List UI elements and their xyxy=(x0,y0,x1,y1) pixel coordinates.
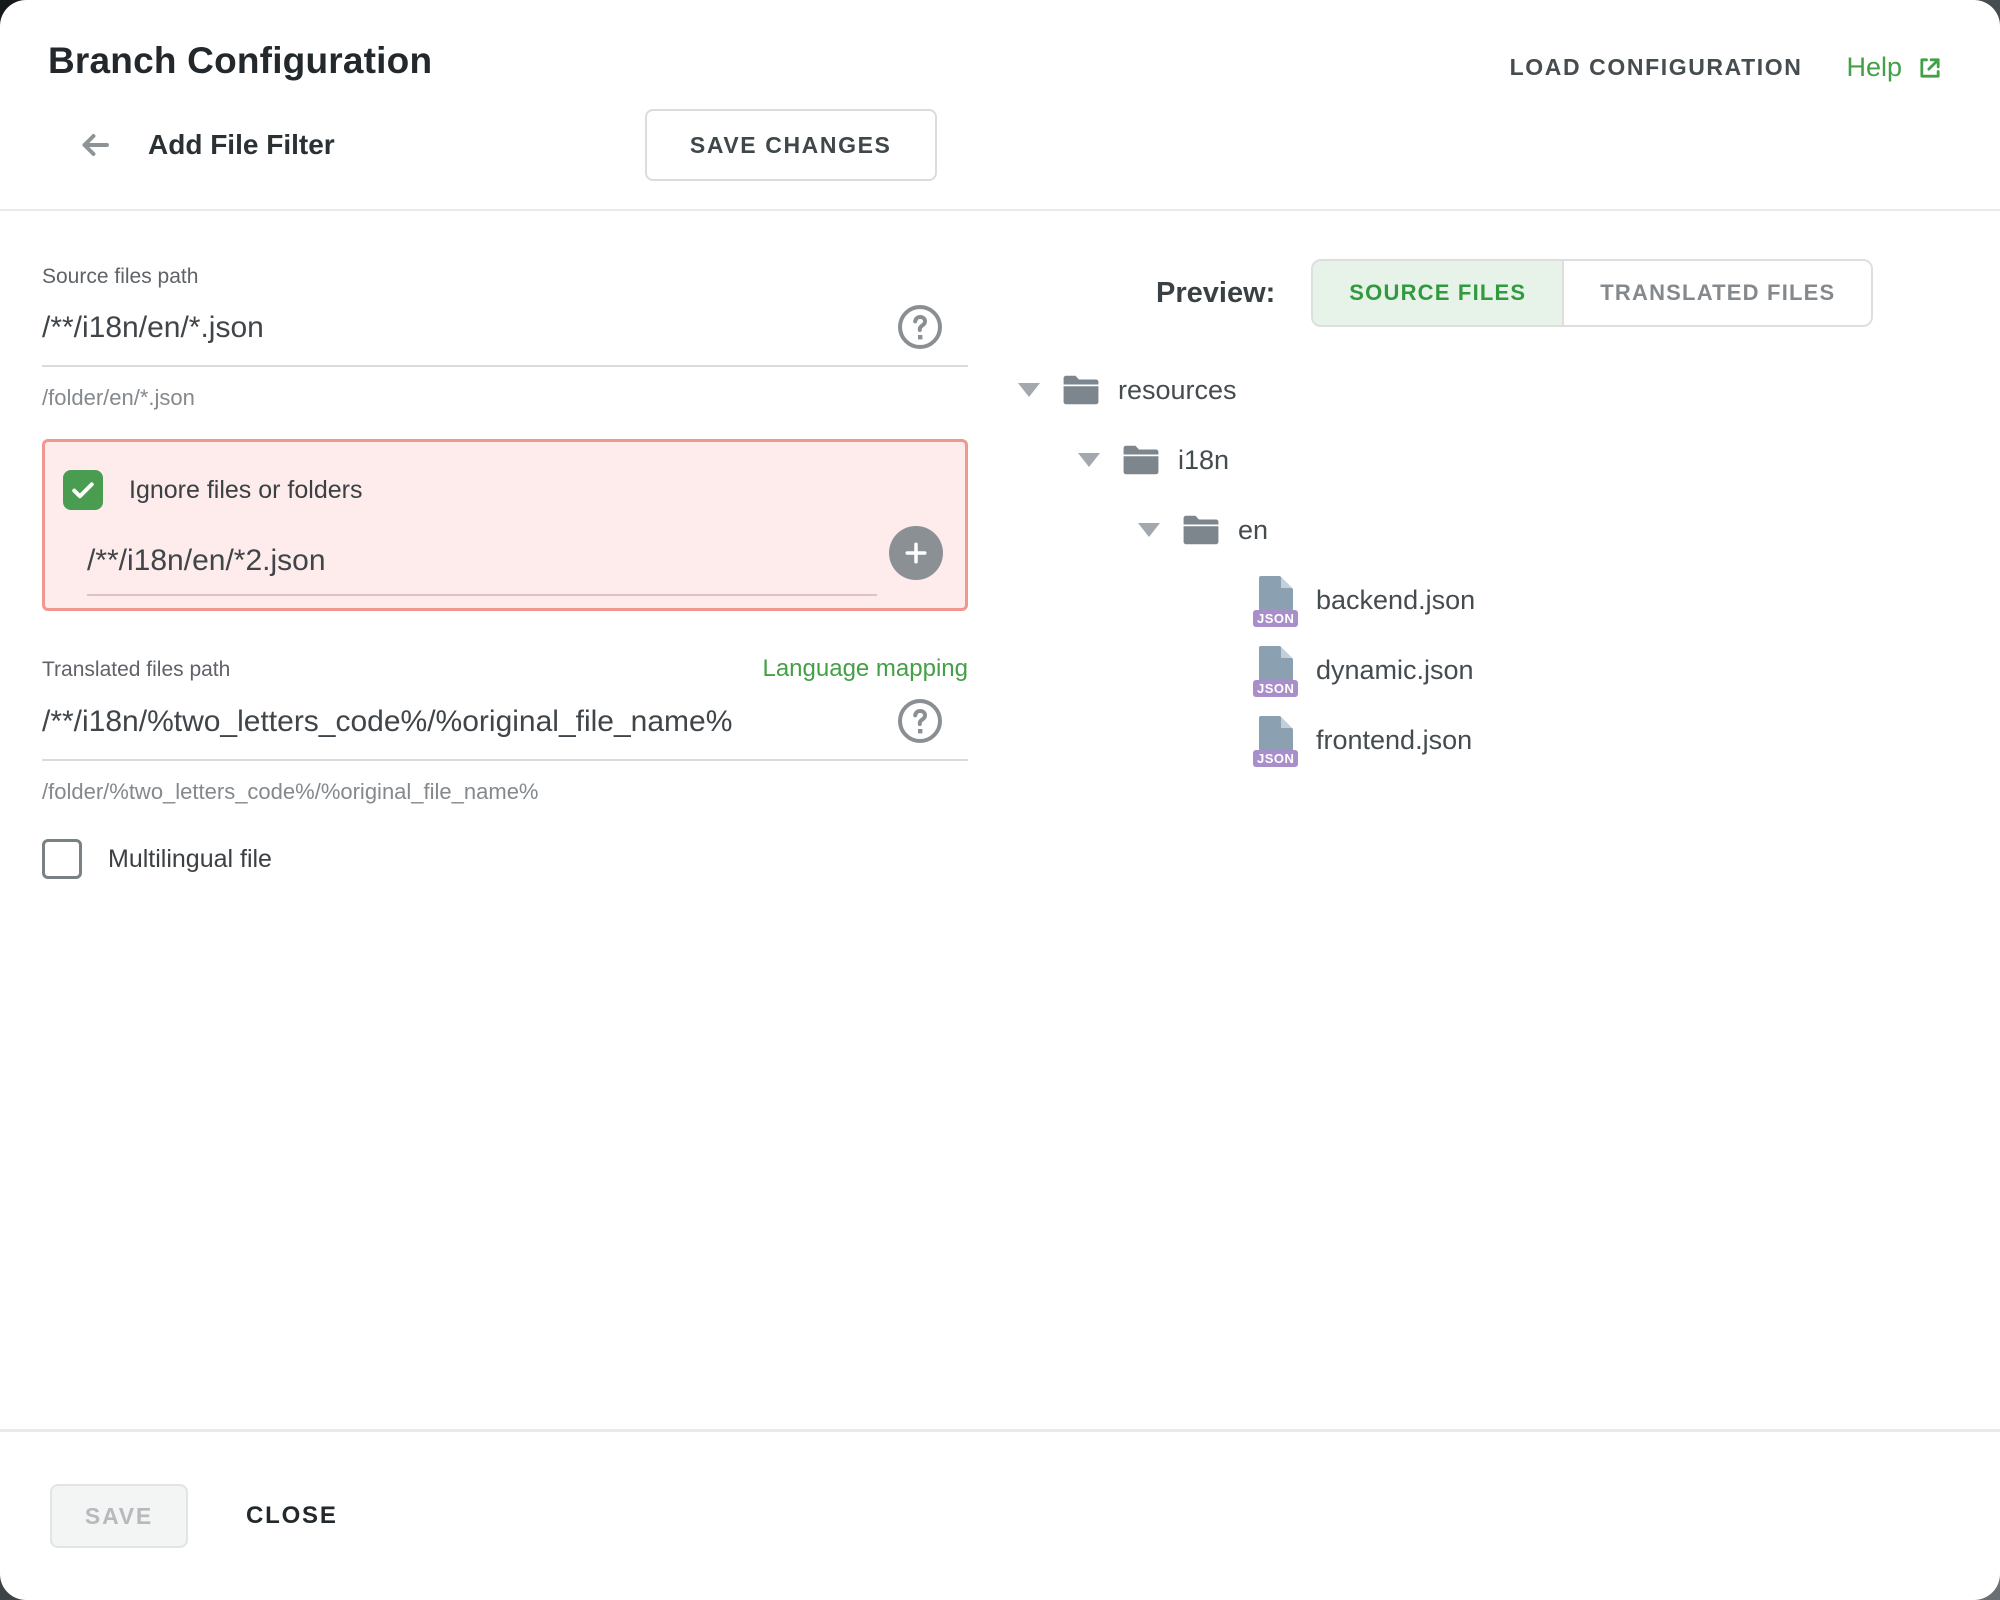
close-button[interactable]: CLOSE xyxy=(246,1502,338,1529)
source-path-input[interactable]: /**/i18n/en/*.json xyxy=(42,301,968,367)
tab-translated-files[interactable]: TRANSLATED FILES xyxy=(1562,261,1872,325)
dialog-footer: SAVE CLOSE xyxy=(0,1429,2000,1600)
folder-icon xyxy=(1122,444,1160,476)
tree-folder-label: en xyxy=(1238,514,1269,545)
tree-row-file[interactable]: JSON frontend.json xyxy=(1018,705,2000,775)
json-file-icon: JSON xyxy=(1253,576,1299,627)
ignore-files-checkbox-row[interactable]: Ignore files or folders xyxy=(63,470,945,510)
header-divider xyxy=(0,209,2000,211)
preview-panel: Preview: SOURCE FILES TRANSLATED FILES xyxy=(1008,229,2000,1429)
language-mapping-link[interactable]: Language mapping xyxy=(762,655,968,682)
json-badge: JSON xyxy=(1253,750,1299,767)
translated-path-help-icon[interactable] xyxy=(896,697,944,745)
preview-toggle-group: SOURCE FILES TRANSLATED FILES xyxy=(1311,259,1874,327)
filter-form: Source files path /**/i18n/en/*.json /fo… xyxy=(42,229,968,1429)
caret-down-icon[interactable] xyxy=(1138,523,1160,537)
source-path-help-icon[interactable] xyxy=(896,303,944,351)
ignore-files-checkbox[interactable] xyxy=(63,470,103,510)
tree-row-file[interactable]: JSON dynamic.json xyxy=(1018,635,2000,705)
tree-row-folder[interactable]: en xyxy=(1018,495,2000,565)
save-changes-button[interactable]: SAVE CHANGES xyxy=(644,109,937,181)
header-actions: LOAD CONFIGURATION Help xyxy=(1510,52,1944,83)
filter-title: Add File Filter xyxy=(148,129,335,160)
json-file-icon: JSON xyxy=(1253,716,1299,767)
source-path-hint: /folder/en/*.json xyxy=(42,385,195,410)
help-link-label: Help xyxy=(1846,52,1902,82)
source-path-value: /**/i18n/en/*.json xyxy=(42,311,264,344)
tree-file-label: frontend.json xyxy=(1316,724,1473,755)
ignore-pattern-input[interactable]: /**/i18n/en/*2.json xyxy=(87,544,877,596)
json-file-icon: JSON xyxy=(1253,646,1299,697)
translated-path-label: Translated files path xyxy=(42,658,231,681)
caret-down-icon[interactable] xyxy=(1018,383,1040,397)
multilingual-checkbox[interactable] xyxy=(42,839,82,879)
dialog-header: Branch Configuration LOAD CONFIGURATION … xyxy=(0,0,2000,83)
translated-path-input[interactable]: /**/i18n/%two_letters_code%/%original_fi… xyxy=(42,695,968,761)
tree-folder-label: i18n xyxy=(1178,444,1230,475)
tab-source-files[interactable]: SOURCE FILES xyxy=(1313,261,1563,325)
tree-folder-label: resources xyxy=(1118,374,1237,405)
back-arrow-icon[interactable] xyxy=(70,123,120,167)
ignore-files-highlight-box: Ignore files or folders /**/i18n/en/*2.j… xyxy=(42,439,968,611)
ignore-files-label: Ignore files or folders xyxy=(129,475,363,504)
file-tree: resources i18n xyxy=(1008,355,2000,775)
preview-header: Preview: SOURCE FILES TRANSLATED FILES xyxy=(1008,259,2000,327)
page-title: Branch Configuration xyxy=(48,40,433,81)
ignore-pattern-value: /**/i18n/en/*2.json xyxy=(87,544,326,577)
folder-icon xyxy=(1062,374,1100,406)
json-badge: JSON xyxy=(1253,610,1299,627)
translated-path-value: /**/i18n/%two_letters_code%/%original_fi… xyxy=(42,705,733,738)
tree-row-file[interactable]: JSON backend.json xyxy=(1018,565,2000,635)
translated-path-label-row: Translated files path Language mapping xyxy=(42,655,968,683)
translated-path-hint: /folder/%two_letters_code%/%original_fil… xyxy=(42,779,539,804)
load-configuration-button[interactable]: LOAD CONFIGURATION xyxy=(1509,54,1803,80)
tree-file-label: backend.json xyxy=(1316,584,1476,615)
add-ignore-pattern-button[interactable] xyxy=(889,526,943,580)
external-link-icon xyxy=(1916,54,1944,82)
main-content: Source files path /**/i18n/en/*.json /fo… xyxy=(0,211,2000,1429)
filter-toolbar: Add File Filter SAVE CHANGES xyxy=(0,83,2000,209)
save-button[interactable]: SAVE xyxy=(50,1484,188,1548)
preview-label: Preview: xyxy=(1156,276,1276,309)
multilingual-checkbox-row[interactable]: Multilingual file xyxy=(42,839,968,879)
multilingual-label: Multilingual file xyxy=(108,844,272,873)
help-link[interactable]: Help xyxy=(1846,52,1944,83)
source-path-label: Source files path xyxy=(42,265,199,288)
tree-row-folder[interactable]: resources xyxy=(1018,355,2000,425)
tree-row-folder[interactable]: i18n xyxy=(1018,425,2000,495)
tree-file-label: dynamic.json xyxy=(1316,654,1474,685)
json-badge: JSON xyxy=(1253,680,1299,697)
folder-icon xyxy=(1182,514,1220,546)
caret-down-icon[interactable] xyxy=(1078,453,1100,467)
